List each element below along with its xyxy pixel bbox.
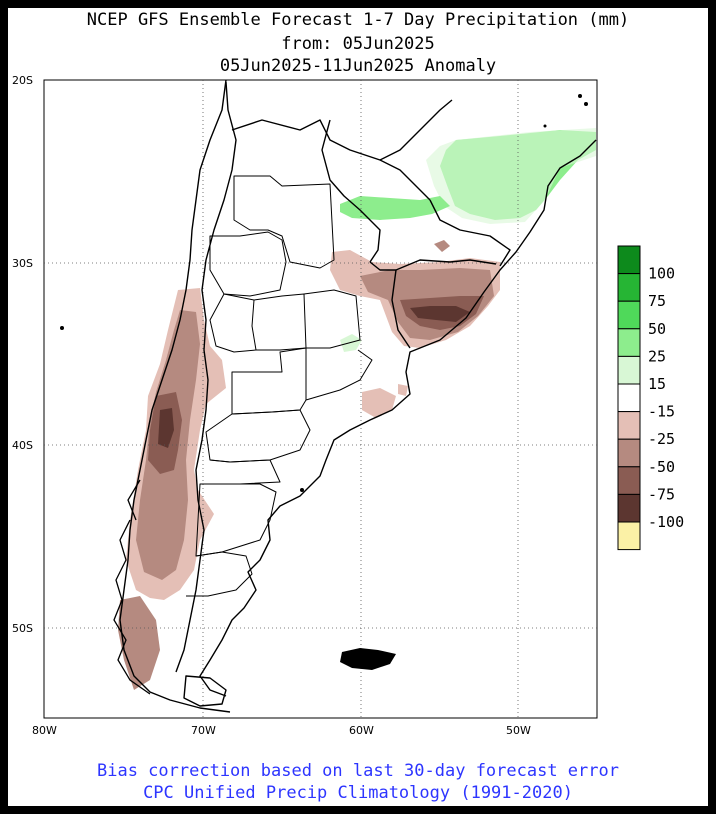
anomaly-brown-andes-darkest [158, 408, 174, 448]
lon-label-80w: 80W [32, 724, 57, 737]
anomaly-green-paraguay [340, 196, 450, 220]
legend-swatch [617, 438, 641, 468]
legend-swatch [617, 245, 641, 275]
lat-label-50s: 50S [12, 622, 33, 635]
anomaly-lightgreen-brazil [426, 128, 596, 224]
anomaly-brown-bahia [398, 384, 408, 396]
lon-label-50w: 50W [506, 724, 531, 737]
legend-label: -25 [648, 430, 675, 448]
legend-label: 75 [648, 292, 666, 310]
islands [60, 94, 588, 670]
legend-label: -75 [648, 485, 675, 503]
legend-swatch [617, 493, 641, 523]
legend-label: 100 [648, 265, 675, 283]
legend-label: -15 [648, 403, 675, 421]
legend-swatch [617, 273, 641, 302]
legend-swatch [617, 300, 641, 330]
legend-swatch [617, 521, 641, 551]
coastline-and-borders [119, 79, 597, 713]
lon-label-70w: 70W [191, 724, 216, 737]
legend-swatch [617, 355, 641, 385]
anomaly-brown-south-tip [118, 596, 160, 690]
footer-line-1: Bias correction based on last 30-day for… [97, 761, 619, 781]
title-line-2: from: 05Jun2025 [281, 34, 435, 54]
color-legend: 100 75 50 25 15 -15 -25 -50 -75 -100 [617, 245, 684, 551]
lat-lon-grid [44, 80, 597, 718]
legend-swatch [617, 383, 641, 413]
title-line-3: 05Jun2025-11Jun2025 Anomaly [219, 56, 497, 76]
anomaly-brown-buenos-aires [362, 388, 396, 418]
legend-label: 25 [648, 347, 666, 365]
lat-label-40s: 40S [12, 439, 33, 452]
legend-label: 50 [648, 320, 666, 338]
legend-label: -100 [648, 513, 684, 531]
legend-label: 15 [648, 375, 666, 393]
anomaly-brown-spot-north [434, 240, 450, 252]
legend-swatch [617, 328, 641, 357]
lon-label-60w: 60W [349, 724, 374, 737]
lat-label-20s: 20S [12, 74, 33, 87]
legend-swatch [617, 466, 641, 495]
legend-label: -50 [648, 458, 675, 476]
lat-label-30s: 30S [12, 257, 33, 270]
legend-swatch [617, 411, 641, 440]
anomaly-brown-uruguay-darkest [410, 306, 470, 322]
anomaly-green-pampa [340, 334, 362, 352]
title-line-1: NCEP GFS Ensemble Forecast 1-7 Day Preci… [86, 10, 630, 30]
chile-fjords [113, 479, 151, 695]
footer-line-2: CPC Unified Precip Climatology (1991-202… [143, 783, 573, 803]
